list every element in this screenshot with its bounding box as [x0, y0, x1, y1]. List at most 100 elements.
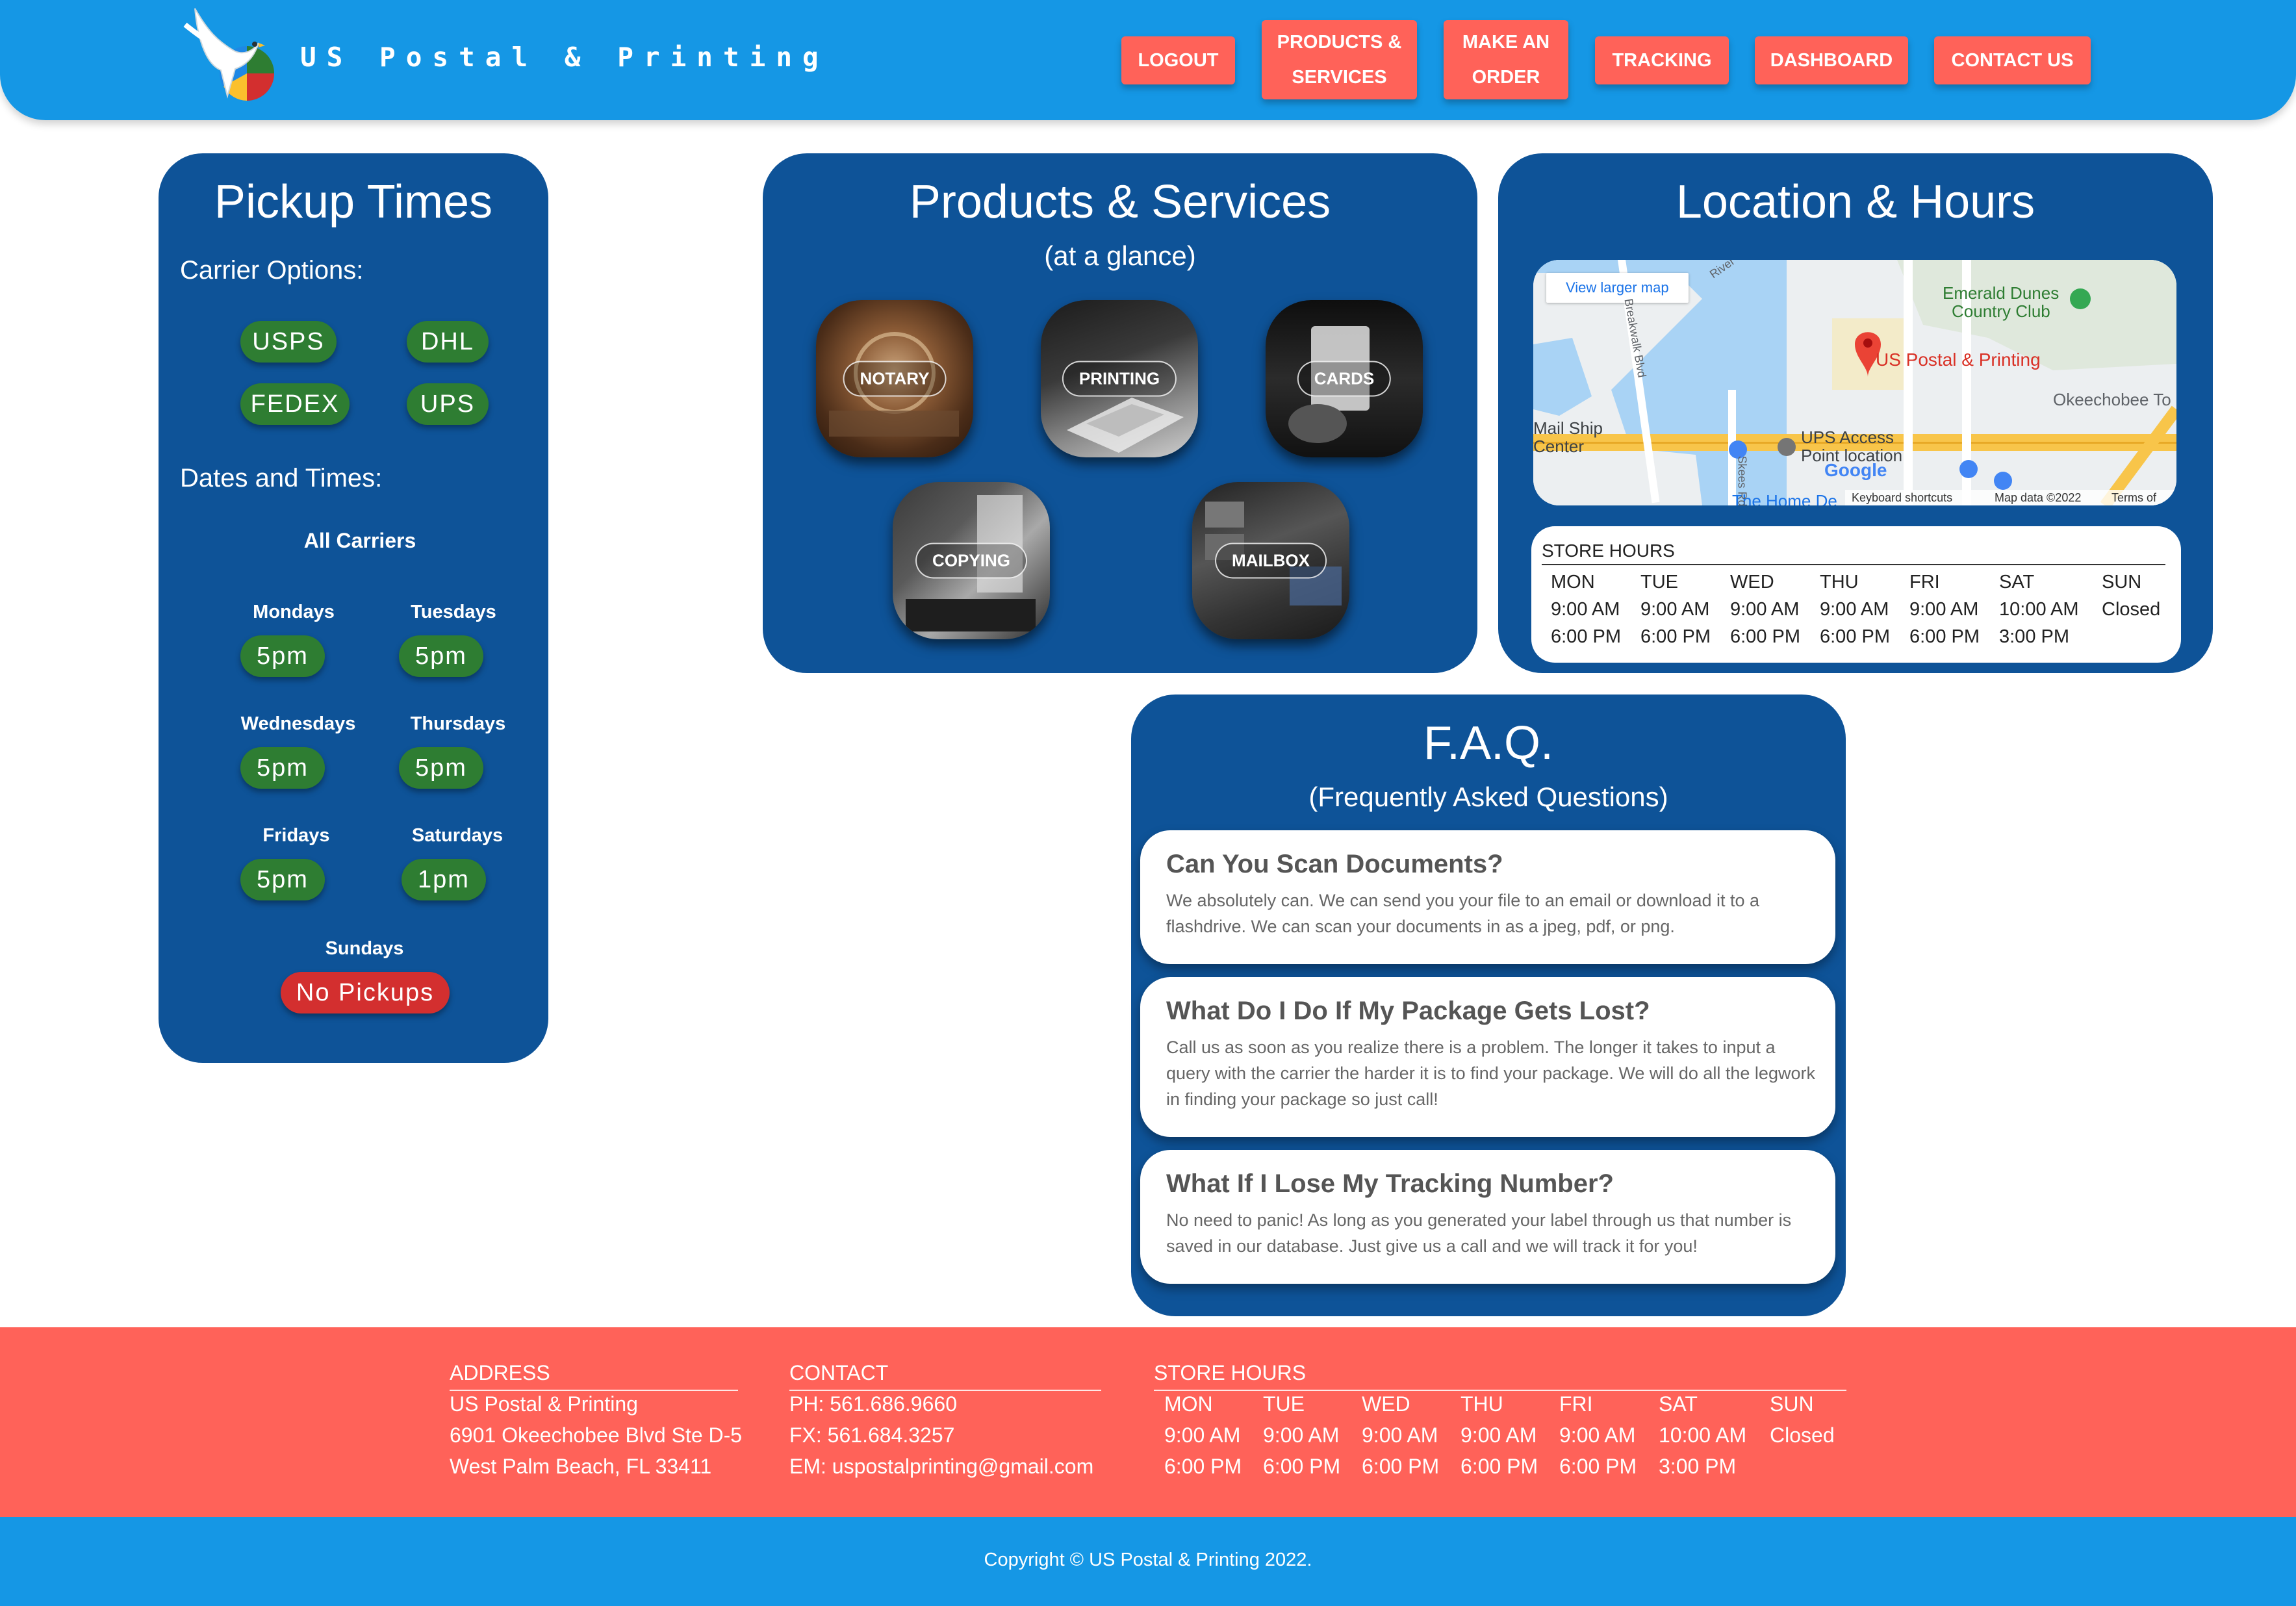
hours-day: SUN	[2102, 572, 2142, 593]
copyright-text: Copyright © US Postal & Printing 2022.	[984, 1549, 1312, 1570]
tile-cards[interactable]: CARDS	[1266, 300, 1423, 457]
faq-item[interactable]: Can You Scan Documents? We absolutely ca…	[1140, 830, 1835, 964]
footer-hours-close: 6:00 PM	[1362, 1455, 1440, 1478]
hours-day: SAT	[1999, 572, 2035, 593]
footer-address-line: West Palm Beach, FL 33411	[450, 1455, 712, 1478]
tile-label: MAILBOX	[1215, 542, 1327, 579]
tile-label: COPYING	[915, 542, 1027, 579]
faq-answer: We absolutely can. We can send you your …	[1166, 891, 1760, 936]
day-label: Fridays	[262, 825, 330, 846]
hours-open: 9:00 AM	[1551, 599, 1620, 620]
footer-hours-day: TUE	[1263, 1392, 1305, 1416]
map-road-label: Skees Rd	[1735, 455, 1749, 505]
map-place-label: Mail Ship	[1533, 418, 1603, 438]
products-subtitle: (at a glance)	[1044, 240, 1196, 271]
footer-address-heading: ADDRESS	[450, 1361, 550, 1384]
faq-question: What If I Lose My Tracking Number?	[1166, 1169, 1614, 1198]
map-data-label: Map data ©2022	[1995, 491, 2082, 504]
footer-hours-close: 3:00 PM	[1659, 1455, 1737, 1478]
divider	[1542, 564, 2165, 565]
day-label: Mondays	[253, 602, 335, 622]
faq-title: F.A.Q.	[1423, 717, 1554, 769]
footer-hours-close: 6:00 PM	[1559, 1455, 1637, 1478]
day-label: Thursdays	[410, 713, 506, 734]
hours-close: 6:00 PM	[1640, 626, 1711, 647]
hours-close: 6:00 PM	[1730, 626, 1800, 647]
footer-fax: FX: 561.684.3257	[789, 1423, 955, 1447]
products-title: Products & Services	[909, 176, 1331, 228]
day-time: 1pm	[402, 859, 486, 900]
footer-hours-close: 6:00 PM	[1164, 1455, 1242, 1478]
footer-email[interactable]: EM: uspostalprinting@gmail.com	[789, 1455, 1094, 1478]
sunday-label: Sundays	[325, 938, 404, 959]
hours-open: 9:00 AM	[1640, 599, 1710, 620]
nav-dashboard[interactable]: DASHBOARD	[1755, 36, 1908, 84]
carrier-usps: USPS	[240, 321, 337, 363]
keyboard-shortcuts-link[interactable]: Keyboard shortcuts	[1852, 491, 1953, 504]
divider	[1154, 1390, 1846, 1391]
footer-contact-heading: CONTACT	[789, 1361, 889, 1384]
brand-name[interactable]: US Postal & Printing	[300, 42, 829, 73]
footer-hours-heading: STORE HOURS	[1154, 1361, 1307, 1384]
faq-answer: Call us as soon as you realize there is …	[1166, 1038, 1815, 1109]
map-place-label: Center	[1533, 437, 1585, 456]
day-time: 5pm	[240, 747, 325, 789]
map-place-label: Point location	[1801, 446, 1903, 465]
site-header: US Postal & Printing LOGOUT PRODUCTS & S…	[0, 0, 2296, 120]
footer-hours-day: WED	[1362, 1392, 1410, 1416]
footer-hours-day: FRI	[1559, 1392, 1593, 1416]
footer-address-line: US Postal & Printing	[450, 1392, 638, 1416]
hours-open: 9:00 AM	[1820, 599, 1889, 620]
hours-day: TUE	[1640, 572, 1678, 593]
hours-open: 9:00 AM	[1909, 599, 1979, 620]
footer-hours-close: 6:00 PM	[1263, 1455, 1341, 1478]
footer-hours-open: 9:00 AM	[1362, 1423, 1438, 1447]
tile-copying[interactable]: COPYING	[893, 482, 1050, 639]
nav-products-services[interactable]: PRODUCTS & SERVICES	[1262, 20, 1417, 99]
eagle-globe-logo[interactable]	[182, 5, 286, 109]
carrier-ups: UPS	[407, 383, 489, 425]
hours-open: 10:00 AM	[1999, 599, 2079, 620]
map-place-label: Okeechobee To	[2053, 390, 2171, 409]
faq-item[interactable]: What Do I Do If My Package Gets Lost? Ca…	[1140, 977, 1835, 1137]
faq-item[interactable]: What If I Lose My Tracking Number? No ne…	[1140, 1150, 1835, 1284]
tile-notary[interactable]: NOTARY	[816, 300, 973, 457]
carrier-fedex: FEDEX	[240, 383, 350, 425]
nav-make-order[interactable]: MAKE AN ORDER	[1444, 20, 1568, 99]
footer-hours-open: 10:00 AM	[1659, 1423, 1747, 1447]
google-logo: Google	[1824, 460, 1887, 480]
divider	[789, 1390, 1101, 1391]
hours-open: Closed	[2102, 599, 2161, 620]
footer-hours-day: SUN	[1770, 1392, 1814, 1416]
divider	[450, 1390, 738, 1391]
hours-day: MON	[1551, 572, 1595, 593]
footer-hours-open: 9:00 AM	[1461, 1423, 1537, 1447]
footer-hours-open: Closed	[1770, 1423, 1835, 1447]
hours-close: 3:00 PM	[1999, 626, 2069, 647]
location-title: Location & Hours	[1676, 176, 2035, 228]
faq-question: What Do I Do If My Package Gets Lost?	[1166, 997, 1650, 1025]
hours-day: FRI	[1909, 572, 1940, 593]
nav-logout[interactable]: LOGOUT	[1121, 36, 1235, 84]
map-place-label: UPS Access	[1801, 427, 1894, 447]
footer-hours-open: 9:00 AM	[1559, 1423, 1636, 1447]
tile-mailbox[interactable]: MAILBOX	[1192, 482, 1349, 639]
sunday-no-pickups: No Pickups	[281, 972, 450, 1013]
faq-answer: No need to panic! As long as you generat…	[1166, 1210, 1792, 1256]
view-larger-map-link[interactable]: View larger map	[1546, 273, 1689, 303]
map-place-label: Emerald Dunes	[1943, 283, 2060, 303]
google-map[interactable]: View larger map US Postal & Printing Eme…	[1533, 260, 2176, 505]
tile-printing[interactable]: PRINTING	[1041, 300, 1198, 457]
nav-tracking[interactable]: TRACKING	[1595, 36, 1729, 84]
printer-icon	[1067, 398, 1184, 453]
business-card-icon	[1288, 326, 1370, 443]
footer-phone[interactable]: PH: 561.686.9660	[789, 1392, 957, 1416]
nav-contact-us[interactable]: CONTACT US	[1934, 36, 2091, 84]
hours-day: WED	[1730, 572, 1774, 593]
terms-of-use-link[interactable]: Terms of Use	[2111, 491, 2157, 505]
tile-label: PRINTING	[1062, 361, 1177, 397]
map-pin-label[interactable]: US Postal & Printing	[1876, 350, 2041, 370]
day-time: 5pm	[240, 635, 325, 677]
map-footer: Keyboard shortcuts Map data ©2022 Terms …	[1845, 490, 2176, 505]
site-footer: ADDRESS US Postal & Printing 6901 Okeech…	[0, 1327, 2296, 1517]
